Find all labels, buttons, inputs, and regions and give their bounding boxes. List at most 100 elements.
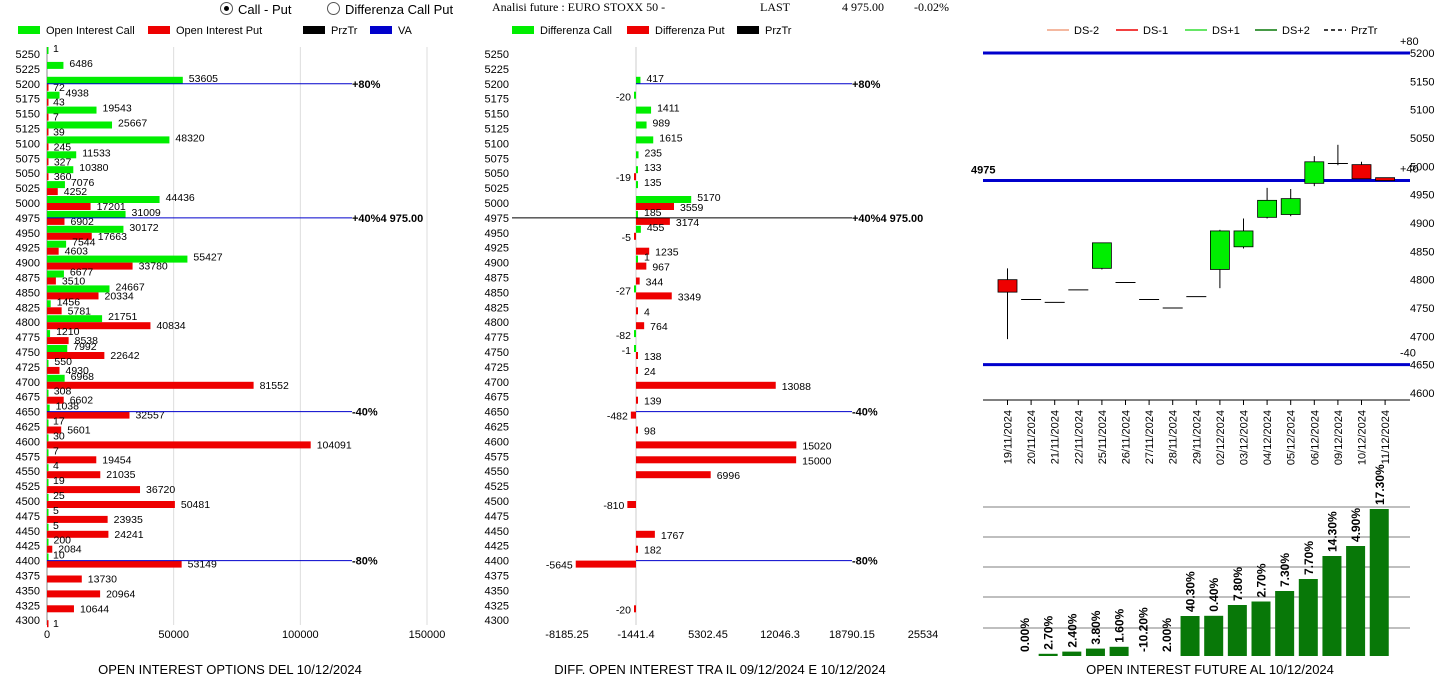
x-tick-label: 5302.45 bbox=[688, 629, 728, 641]
call-bar bbox=[47, 47, 49, 54]
diff-put-bar bbox=[636, 262, 647, 270]
put-bar bbox=[47, 530, 109, 538]
strike-label: 4400 bbox=[485, 556, 509, 568]
strike-label: 5000 bbox=[16, 198, 40, 210]
radio-diff[interactable]: Differenza Call Put bbox=[327, 2, 453, 17]
diff-put-label: 1235 bbox=[655, 247, 679, 259]
call-value-label: 30 bbox=[53, 430, 65, 442]
future-bar bbox=[1251, 601, 1271, 656]
radio-call-put[interactable]: Call - Put bbox=[220, 2, 291, 17]
call-value-label: 48320 bbox=[175, 132, 204, 144]
legend-swatch bbox=[18, 26, 40, 34]
date-label: 05/12/2024 bbox=[1286, 410, 1298, 465]
put-value-label: 19454 bbox=[102, 454, 131, 466]
legend-swatch bbox=[370, 26, 392, 34]
radio-call-put-label: Call - Put bbox=[238, 2, 292, 17]
strike-label: 4750 bbox=[485, 347, 509, 359]
x-tick-label: 150000 bbox=[409, 629, 446, 641]
strike-label: 4925 bbox=[16, 243, 40, 255]
strike-label: 5100 bbox=[16, 138, 40, 150]
candle-body bbox=[1351, 164, 1372, 180]
x-tick-label: 25534 bbox=[908, 629, 939, 641]
call-value-label: 25667 bbox=[118, 118, 147, 130]
future-bar bbox=[1038, 653, 1058, 656]
diff-put-label: 967 bbox=[652, 262, 670, 274]
analysis-title: Analisi future : EURO STOXX 50 - bbox=[492, 0, 666, 14]
date-label: 09/12/2024 bbox=[1333, 410, 1345, 465]
future-bar bbox=[1109, 646, 1129, 656]
diff-put-label: 13088 bbox=[782, 381, 811, 393]
future-bar-label: 1.60% bbox=[1113, 608, 1127, 642]
strike-label: 4300 bbox=[16, 615, 40, 627]
future-bar bbox=[1227, 605, 1247, 656]
put-value-label: 17201 bbox=[97, 201, 126, 213]
put-bar bbox=[47, 486, 141, 494]
put-bar bbox=[47, 217, 65, 225]
strike-label: 4950 bbox=[485, 228, 509, 240]
call-bar bbox=[47, 106, 97, 114]
put-value-label: 33780 bbox=[139, 261, 168, 273]
call-value-label: 7544 bbox=[72, 237, 96, 249]
call-bar bbox=[47, 91, 60, 99]
diff-call-bar bbox=[634, 330, 636, 338]
strike-label: 4625 bbox=[16, 422, 40, 434]
legend-swatch bbox=[627, 26, 649, 34]
strike-label: 4550 bbox=[485, 466, 509, 478]
y-tick-label: 4600 bbox=[1410, 388, 1434, 400]
diff-put-bar bbox=[636, 471, 711, 479]
call-bar bbox=[47, 538, 49, 546]
call-bar bbox=[47, 404, 50, 412]
diff-put-label: -19 bbox=[616, 172, 631, 184]
strike-label: 5175 bbox=[16, 94, 40, 106]
date-label: 29/11/2024 bbox=[1191, 410, 1203, 464]
strike-label: 4375 bbox=[16, 571, 40, 583]
call-value-label: 19 bbox=[53, 475, 65, 487]
date-label: 03/12/2024 bbox=[1239, 410, 1251, 465]
diff-call-bar bbox=[636, 76, 641, 84]
put-value-label: 4603 bbox=[65, 246, 89, 258]
call-bar bbox=[47, 240, 67, 248]
diff-put-bar bbox=[636, 292, 672, 300]
x-tick-label: 0 bbox=[44, 629, 50, 641]
strike-label: 4675 bbox=[16, 392, 40, 404]
legend-label: PrzTr bbox=[331, 25, 358, 37]
strike-label: 4700 bbox=[485, 377, 509, 389]
future-bar-label: 0.00% bbox=[1018, 618, 1032, 652]
call-bar bbox=[47, 389, 49, 397]
legend-label: Open Interest Call bbox=[46, 25, 135, 37]
call-value-label: 308 bbox=[54, 386, 72, 398]
call-value-label: 21751 bbox=[108, 311, 137, 323]
put-bar bbox=[47, 501, 175, 508]
radio-unselected-icon bbox=[327, 2, 340, 15]
future-bar-label: 14.30% bbox=[1325, 511, 1339, 552]
strike-label: 5200 bbox=[485, 79, 509, 91]
strike-label: 4600 bbox=[485, 436, 509, 448]
last-change: -0.02% bbox=[914, 0, 949, 14]
diff-put-bar bbox=[636, 456, 797, 464]
strike-label: 4350 bbox=[16, 585, 40, 597]
call-value-label: 7992 bbox=[73, 341, 97, 353]
diff-put-bar bbox=[636, 530, 655, 538]
diff-call-label: -20 bbox=[616, 92, 631, 104]
diff-put-label: -482 bbox=[607, 411, 628, 423]
diff-put-label: 15020 bbox=[802, 440, 831, 452]
strike-label: 4500 bbox=[16, 496, 40, 508]
put-bar bbox=[47, 262, 133, 270]
last-value: 4 975.00 bbox=[842, 0, 884, 14]
diff-put-label: 24 bbox=[644, 366, 656, 378]
legend-label: Differenza Call bbox=[540, 25, 612, 37]
diff-call-label: 1615 bbox=[659, 132, 683, 144]
diff-put-bar bbox=[630, 411, 636, 419]
level-label: -40% bbox=[852, 407, 878, 419]
strike-label: 5050 bbox=[485, 168, 509, 180]
put-bar bbox=[47, 471, 101, 479]
diff-put-label: -5 bbox=[622, 232, 631, 244]
strike-label: 4300 bbox=[485, 615, 509, 627]
call-value-label: 4 bbox=[53, 460, 59, 472]
put-bar bbox=[47, 620, 49, 628]
candle-body bbox=[1304, 161, 1325, 184]
level-label: -40% bbox=[352, 407, 378, 419]
call-value-label: 24667 bbox=[115, 281, 144, 293]
put-bar bbox=[47, 203, 91, 210]
y-tick-label: 4700 bbox=[1410, 331, 1434, 343]
